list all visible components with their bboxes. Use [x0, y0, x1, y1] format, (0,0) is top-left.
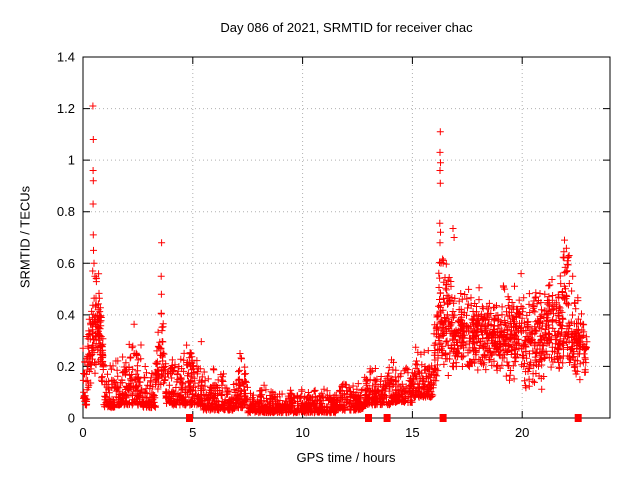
- y-tick-label: 0.6: [57, 256, 75, 271]
- y-tick-label: 1.4: [57, 50, 75, 65]
- zero-marker-square: [383, 414, 391, 422]
- x-tick-label: 0: [79, 425, 86, 440]
- y-tick-label: 0.8: [57, 204, 75, 219]
- y-tick-label: 0: [68, 411, 75, 426]
- x-tick-label: 10: [295, 425, 309, 440]
- scatter-points: [79, 102, 591, 417]
- x-tick-label: 15: [405, 425, 419, 440]
- y-tick-label: 0.4: [57, 307, 75, 322]
- zero-marker-square: [574, 414, 582, 422]
- x-tick-label: 20: [515, 425, 529, 440]
- zero-marker-square: [439, 414, 447, 422]
- x-tick-label: 5: [189, 425, 196, 440]
- y-tick-label: 1.2: [57, 101, 75, 116]
- grid-lines: [83, 57, 610, 418]
- y-tick-label: 1: [68, 153, 75, 168]
- zero-marker-square: [365, 414, 372, 422]
- zero-marker-square: [186, 414, 193, 422]
- plot-border: [82, 56, 611, 419]
- y-tick-label: 0.2: [57, 359, 75, 374]
- x-axis-label: GPS time / hours: [296, 450, 396, 465]
- chart-title: Day 086 of 2021, SRMTID for receiver cha…: [220, 20, 473, 35]
